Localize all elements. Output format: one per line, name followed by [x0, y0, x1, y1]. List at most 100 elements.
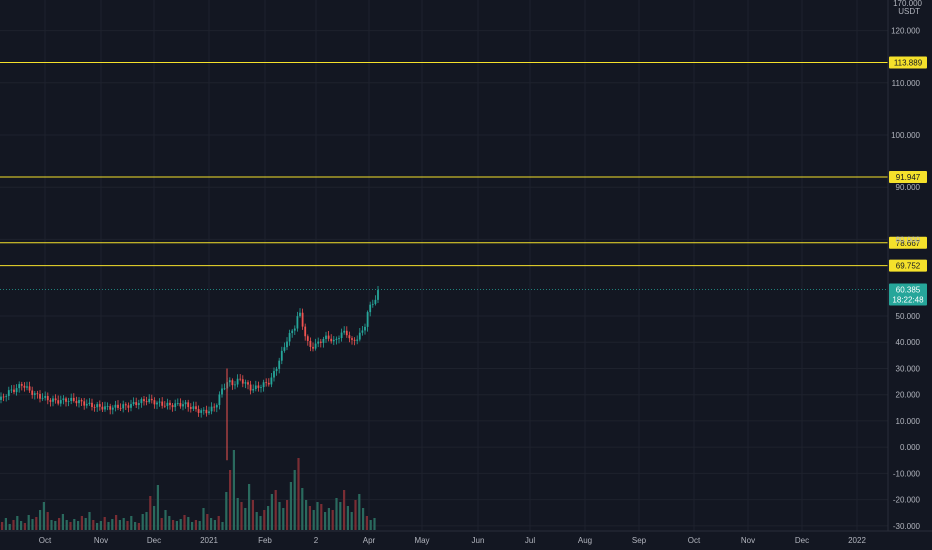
volume-bar: [1, 522, 4, 530]
volume-bar: [149, 496, 152, 530]
candle-body: [234, 384, 236, 386]
candle-body: [52, 398, 54, 402]
candle-body: [278, 360, 281, 369]
volume-bar: [99, 521, 102, 530]
price-tick-label: 0.000: [900, 443, 921, 452]
time-tick-label: 2021: [200, 536, 218, 545]
volume-bar: [61, 514, 64, 530]
volume-bar: [4, 518, 7, 530]
candle-body: [283, 347, 286, 351]
candle-body: [26, 386, 28, 388]
candle-body: [148, 398, 151, 403]
candle-body: [143, 399, 145, 402]
candle-body: [62, 398, 65, 401]
price-tick-label: -20.000: [893, 496, 921, 505]
candle-body: [340, 332, 343, 338]
candle-body: [293, 328, 296, 331]
volume-bar: [42, 502, 45, 530]
candle-body: [312, 346, 314, 349]
candle-body: [15, 388, 18, 393]
candle-body: [288, 333, 291, 342]
volume-bar: [80, 516, 83, 530]
candle-body: [104, 406, 106, 410]
volume-bar: [50, 520, 53, 530]
volume-bar: [183, 515, 186, 530]
time-tick-label: Oct: [688, 536, 701, 545]
candle-body: [231, 380, 234, 386]
candle-body: [20, 384, 23, 386]
candle-body: [145, 401, 148, 403]
volume-bar: [320, 504, 323, 530]
candle-body: [127, 405, 130, 408]
candles: [0, 285, 379, 461]
volume-bar: [160, 518, 163, 530]
time-tick-label: Dec: [147, 536, 161, 545]
volume-bar: [46, 512, 49, 530]
candle-body: [75, 400, 78, 404]
candle-body: [39, 393, 41, 399]
volume-bar: [282, 508, 285, 530]
level-lines[interactable]: 158.180135.327113.88991.94778.66769.7526…: [0, 0, 927, 306]
candle-body: [260, 387, 262, 388]
candle-body: [301, 312, 304, 327]
candle-body: [343, 330, 346, 333]
candle-body: [273, 371, 275, 378]
time-axis[interactable]: Oct Nov Dec 2021 Feb 2 Apr May Jun Jul Aug Sep Oct No…: [0, 530, 932, 545]
level-price-label: 69.752: [896, 262, 921, 271]
volume-bar: [221, 522, 224, 530]
candle-body: [223, 388, 226, 390]
candle-body: [65, 398, 67, 402]
candle-body: [176, 403, 179, 404]
volume-bar: [365, 516, 368, 530]
price-tick-label: 10.000: [896, 417, 921, 426]
candle-body: [135, 402, 138, 406]
volume-bar: [369, 520, 372, 530]
candle-body: [23, 385, 26, 388]
price-axis[interactable]: 170.000 USDT 150.000140.000130.000120.00…: [887, 0, 923, 531]
candle-body: [364, 326, 366, 331]
volume-bar: [58, 518, 61, 530]
candle-body: [18, 384, 21, 389]
candle-body: [163, 405, 166, 407]
volume-bars: [1, 450, 376, 530]
volume-bar: [137, 523, 140, 530]
volume-bar: [92, 520, 95, 530]
volume-bar: [191, 522, 194, 530]
time-tick-label: Sep: [632, 536, 647, 545]
volume-bar: [141, 514, 144, 530]
candle-body: [330, 338, 333, 342]
price-tick-label: -30.000: [893, 522, 921, 531]
candle-body: [119, 407, 122, 409]
price-tick-label: 100.000: [891, 131, 920, 140]
candle-body: [78, 400, 80, 404]
candle-body: [296, 316, 299, 329]
volume-bar: [236, 498, 239, 530]
volume-bar: [23, 523, 26, 530]
candle-body: [80, 400, 83, 402]
volume-bar: [278, 502, 281, 530]
candle-body: [332, 339, 335, 342]
candle-body: [31, 390, 34, 395]
candle-body: [275, 368, 278, 372]
candle-body: [91, 402, 93, 407]
candle-body: [179, 403, 182, 407]
candle-body: [192, 406, 195, 409]
price-tick-label: -10.000: [893, 469, 921, 478]
volume-bar: [213, 520, 216, 530]
candle-body: [306, 336, 309, 341]
candle-body: [221, 388, 223, 395]
volume-bar: [31, 519, 34, 530]
volume-bar: [289, 482, 292, 530]
candle-body: [358, 332, 361, 340]
volume-bar: [103, 517, 106, 530]
candle-body: [130, 404, 132, 408]
volume-bar: [202, 508, 205, 530]
volume-bar: [35, 517, 38, 530]
volume-bar: [343, 490, 346, 530]
level-price-badge: [889, 236, 927, 249]
volume-bar: [305, 500, 308, 530]
level-price-label: 78.667: [896, 239, 921, 248]
candle-body: [114, 404, 117, 408]
volume-bar: [122, 518, 125, 530]
